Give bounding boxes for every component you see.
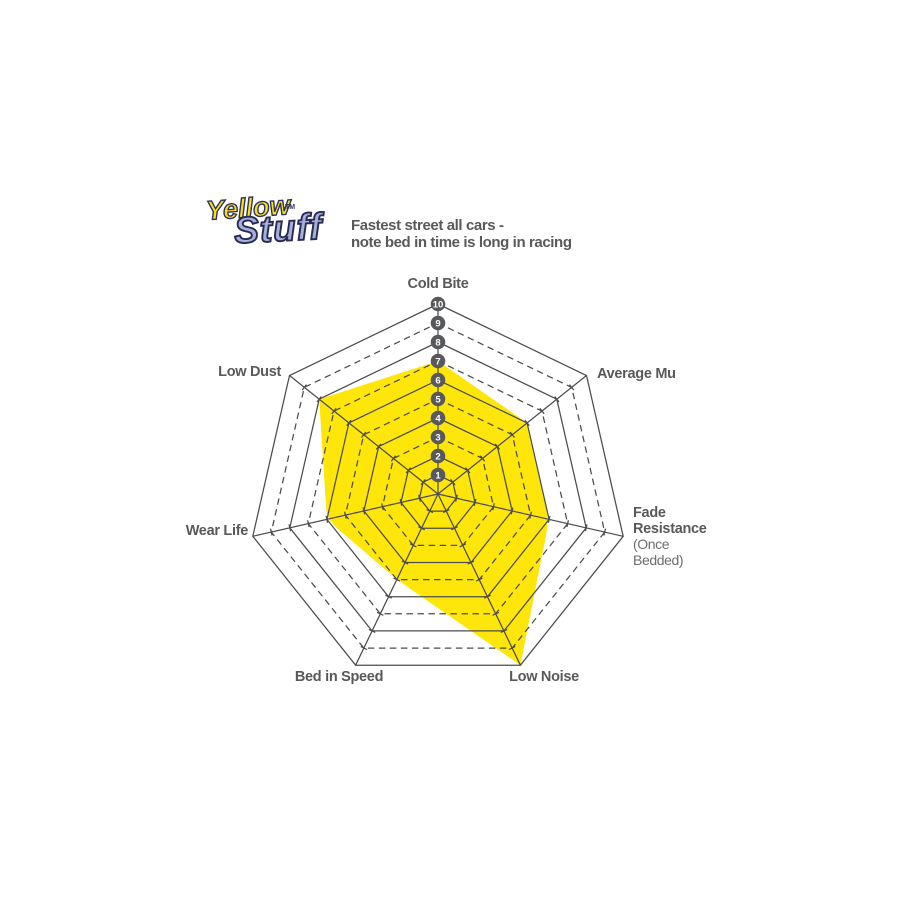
grid-ring-10 bbox=[252, 303, 624, 666]
scale-badge-label-6: 6 bbox=[435, 375, 440, 386]
axis-label-fade-sub: (Once Bedded) bbox=[633, 536, 684, 568]
chart-tagline: Fastest street all cars - note bed in ti… bbox=[351, 217, 572, 251]
series-area-yellowstuff bbox=[319, 361, 548, 666]
scale-badge-label-10: 10 bbox=[433, 299, 444, 310]
scale-badge-label-7: 7 bbox=[435, 356, 440, 367]
axis-label-average-mu: Average Mu bbox=[597, 366, 676, 382]
scale-badges: 1 2 3 4 5 6 7 8 9 10 bbox=[430, 296, 446, 483]
axis-label-bed-in-speed: Bed in Speed bbox=[294, 669, 384, 685]
axis-label-fade-main: Fade Resistance bbox=[633, 505, 707, 537]
scale-badge-6 bbox=[430, 372, 446, 388]
grid-ring-8 bbox=[289, 341, 587, 632]
logo-trademark: TM bbox=[285, 204, 296, 211]
tagline-line-2: note bed in time is long in racing bbox=[351, 234, 572, 251]
axis-label-low-dust: Low Dust bbox=[218, 364, 281, 380]
scale-badge-4 bbox=[430, 410, 446, 426]
scale-badge-3 bbox=[430, 429, 446, 445]
scale-badge-label-4: 4 bbox=[435, 413, 441, 424]
logo-word-stuff: Stuff bbox=[232, 205, 325, 252]
scale-badge-5 bbox=[430, 391, 446, 407]
scale-badge-label-8: 8 bbox=[435, 337, 440, 348]
grid-ring-2 bbox=[400, 455, 476, 529]
axis-label-fade-resistance: Fade Resistance (Once Bedded) bbox=[633, 505, 719, 568]
scale-badge-2 bbox=[430, 448, 446, 464]
scale-badge-8 bbox=[430, 334, 446, 350]
scale-badge-label-1: 1 bbox=[435, 470, 441, 481]
scale-badge-1 bbox=[430, 467, 446, 483]
axis-label-wear-life: Wear Life bbox=[185, 523, 249, 539]
scale-badge-label-3: 3 bbox=[435, 432, 440, 443]
grid-ring-4 bbox=[363, 417, 513, 564]
grid-ring-1 bbox=[418, 474, 458, 512]
scale-badge-7 bbox=[430, 353, 446, 369]
grid-ring-9 bbox=[270, 322, 606, 649]
scale-badge-label-2: 2 bbox=[435, 451, 440, 462]
grid-rings bbox=[252, 303, 624, 666]
axis-label-cold-bite: Cold Bite bbox=[407, 276, 469, 292]
scale-badge-9 bbox=[430, 315, 446, 331]
grid-ring-7 bbox=[307, 360, 569, 615]
spoke-ticks bbox=[269, 384, 607, 651]
axis-label-low-noise: Low Noise bbox=[509, 669, 579, 685]
grid-ring-5 bbox=[344, 398, 532, 581]
scale-badge-label-5: 5 bbox=[435, 394, 441, 405]
yellowstuff-logo: Yellow TM Stuff bbox=[190, 189, 360, 274]
grid-ring-3 bbox=[381, 436, 495, 547]
scale-badge-label-9: 9 bbox=[435, 318, 440, 329]
grid-ring-6 bbox=[326, 379, 550, 598]
tagline-line-1: Fastest street all cars - bbox=[351, 217, 504, 234]
scale-badge-10 bbox=[430, 296, 446, 312]
